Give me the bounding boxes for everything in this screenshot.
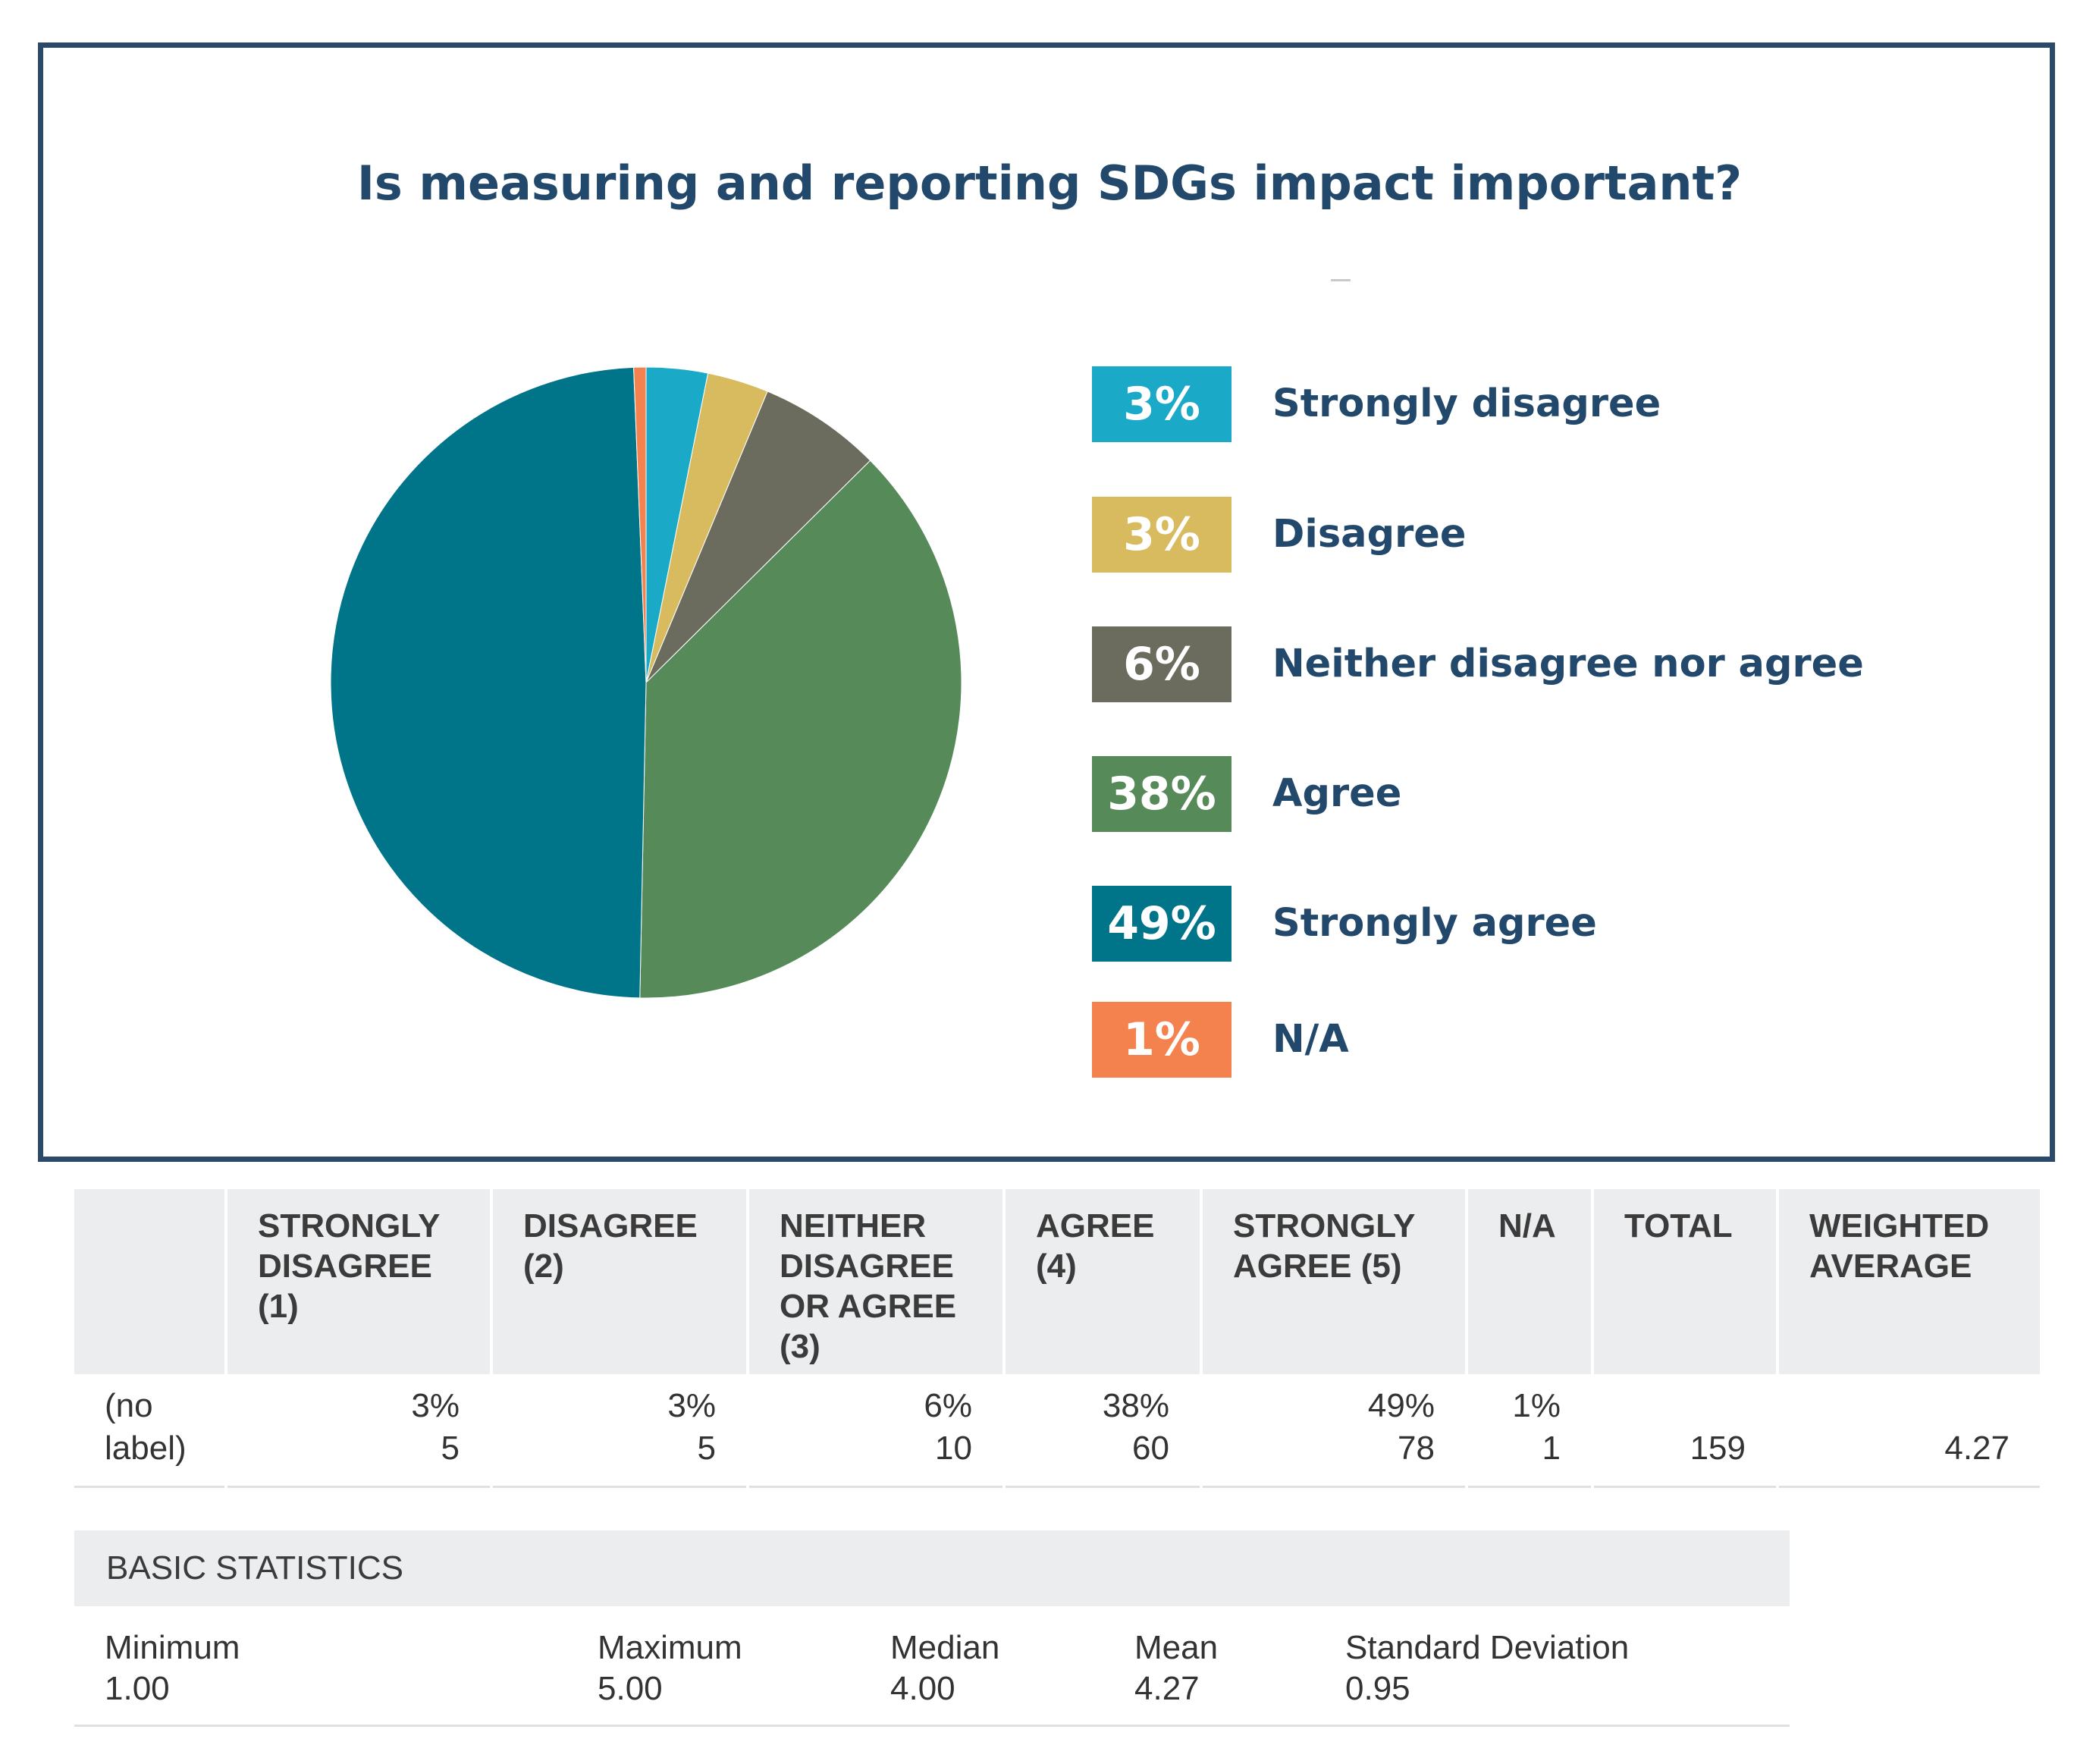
stat-label: Minimum xyxy=(105,1629,240,1666)
pie-slice-neither-disagree-nor-agree xyxy=(645,391,871,683)
legend-item-disagree: 3% Disagree xyxy=(1092,497,1926,573)
legend-swatch: 3% xyxy=(1092,497,1231,573)
legend-item-strongly-agree: 49% Strongly agree xyxy=(1092,886,1926,962)
column-header: STRONGLY DISAGREE (1) xyxy=(224,1189,491,1374)
legend-item-na: 1% N/A xyxy=(1092,1002,1926,1078)
legend-swatch: 3% xyxy=(1092,366,1231,442)
stat-label: Maximum xyxy=(598,1629,742,1666)
legend-swatch: 6% xyxy=(1092,626,1231,702)
results-table: STRONGLY DISAGREE (1) DISAGREE (2) NEITH… xyxy=(74,1189,2040,1488)
cell-count: 78 xyxy=(1398,1430,1435,1467)
table-cell: 1% 1 xyxy=(1465,1374,1592,1488)
pie-slice-agree xyxy=(639,460,962,999)
table-row: (no label) 3% 5 3% 5 6% 10 38% 60 49% 78 1% 1 … xyxy=(74,1374,2040,1488)
cell-count: 1 xyxy=(1542,1430,1561,1467)
column-header xyxy=(74,1189,226,1374)
column-header: N/A xyxy=(1465,1189,1592,1374)
stat-maximum: Maximum 5.00 xyxy=(598,1627,742,1709)
column-header: TOTAL xyxy=(1591,1189,1777,1374)
table-header-row: STRONGLY DISAGREE (1) DISAGREE (2) NEITH… xyxy=(74,1189,2040,1374)
legend-swatch: 49% xyxy=(1092,886,1231,962)
legend-swatch: 1% xyxy=(1092,1002,1231,1078)
pie-slice-strongly-agree xyxy=(330,366,647,999)
legend-label: Disagree xyxy=(1272,512,1467,557)
cell-count: 60 xyxy=(1132,1430,1169,1467)
stat-value: 4.27 xyxy=(1134,1670,1200,1707)
legend-label: Strongly disagree xyxy=(1272,381,1661,426)
table-cell-weighted-average: 4.27 xyxy=(1776,1374,2040,1488)
basic-statistics-body: Minimum 1.00 Maximum 5.00 Median 4.00 Me… xyxy=(74,1606,1790,1727)
stat-label: Mean xyxy=(1134,1629,1219,1666)
stat-value: 5.00 xyxy=(598,1670,663,1707)
column-header: DISAGREE (2) xyxy=(490,1189,748,1374)
pie-slice-n-a xyxy=(633,366,647,683)
cell-percent: 3% xyxy=(411,1387,460,1424)
basic-statistics-title: BASIC STATISTICS xyxy=(106,1549,403,1587)
basic-statistics-header: BASIC STATISTICS xyxy=(74,1530,1790,1606)
legend-item-neither: 6% Neither disagree nor agree xyxy=(1092,626,1926,702)
row-label: (no label) xyxy=(74,1374,226,1488)
legend-label: Agree xyxy=(1272,771,1402,816)
legend-label: N/A xyxy=(1272,1017,1349,1062)
column-header: NEITHER DISAGREE OR AGREE (3) xyxy=(746,1189,1004,1374)
legend-swatch: 38% xyxy=(1092,756,1231,832)
pie-chart xyxy=(330,366,962,999)
cell-count: 4.27 xyxy=(1944,1430,2010,1467)
cell-count: 5 xyxy=(697,1430,716,1467)
chart-title: Is measuring and reporting SDGs impact i… xyxy=(356,155,1743,211)
column-header: STRONGLY AGREE (5) xyxy=(1200,1189,1467,1374)
legend-label: Strongly agree xyxy=(1272,901,1597,946)
cell-count: 5 xyxy=(441,1430,460,1467)
stat-value: 4.00 xyxy=(890,1670,955,1707)
legend-item-strongly-disagree: 3% Strongly disagree xyxy=(1092,366,1926,442)
table-cell: 6% 10 xyxy=(746,1374,1004,1488)
stat-standard-deviation: Standard Deviation 0.95 xyxy=(1345,1627,1629,1709)
cell-percent: 3% xyxy=(667,1387,716,1424)
stat-label: Median xyxy=(890,1629,1000,1666)
legend-label: Neither disagree nor agree xyxy=(1272,642,1864,686)
table-cell: 3% 5 xyxy=(224,1374,491,1488)
stat-label: Standard Deviation xyxy=(1345,1629,1630,1666)
stat-median: Median 4.00 xyxy=(890,1627,999,1709)
cell-percent: 38% xyxy=(1102,1387,1169,1424)
stat-mean: Mean 4.27 xyxy=(1134,1627,1218,1709)
table-cell: 49% 78 xyxy=(1200,1374,1467,1488)
cell-percent: 49% xyxy=(1367,1387,1435,1424)
cell-percent: 6% xyxy=(924,1387,972,1424)
cell-percent xyxy=(1624,1385,1746,1427)
stat-value: 0.95 xyxy=(1345,1670,1410,1707)
table-cell: 3% 5 xyxy=(490,1374,748,1488)
stat-value: 1.00 xyxy=(105,1670,170,1707)
table-cell: 38% 60 xyxy=(1002,1374,1201,1488)
cell-count: 159 xyxy=(1690,1430,1746,1467)
title-divider xyxy=(1331,279,1351,281)
table-cell-total: 159 xyxy=(1591,1374,1777,1488)
cell-percent: 1% xyxy=(1512,1387,1561,1424)
cell-count: 10 xyxy=(935,1430,972,1467)
stat-minimum: Minimum 1.00 xyxy=(105,1627,240,1709)
column-header: AGREE (4) xyxy=(1002,1189,1201,1374)
legend-item-agree: 38% Agree xyxy=(1092,756,1926,832)
cell-percent xyxy=(1809,1385,2010,1427)
column-header: WEIGHTED AVERAGE xyxy=(1776,1189,2040,1374)
